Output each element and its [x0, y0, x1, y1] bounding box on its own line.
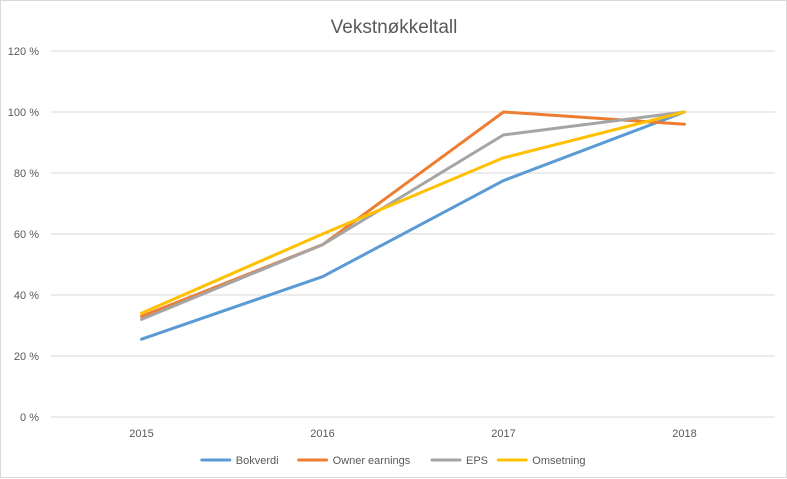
legend-item: EPS	[430, 455, 488, 467]
series-line-bokverdi	[140, 110, 686, 341]
y-tick-label: 40 %	[14, 290, 39, 302]
y-axis-tick-labels: 0 % 20 % 40 % 60 % 80 % 100 % 120 %	[8, 46, 39, 424]
x-tick-label: 2016	[310, 428, 334, 440]
x-axis-tick-labels: 2015 2016 2017 2018	[129, 428, 696, 440]
legend-label: EPS	[466, 455, 488, 467]
series-line-eps	[140, 110, 686, 321]
x-tick-label: 2015	[129, 428, 153, 440]
legend-label: Omsetning	[532, 455, 585, 467]
grid	[51, 50, 775, 418]
legend-item: Omsetning	[496, 455, 586, 467]
series-lines	[140, 110, 686, 341]
y-tick-label: 20 %	[14, 351, 39, 363]
y-tick-label: 60 %	[14, 229, 39, 241]
legend-label: Bokverdi	[236, 455, 279, 467]
y-tick-label: 80 %	[14, 168, 39, 180]
y-tick-label: 0 %	[20, 412, 39, 424]
legend-item: Bokverdi	[200, 455, 279, 467]
legend-label: Owner earnings	[333, 455, 411, 467]
legend: Bokverdi Owner earnings EPS Omsetning	[200, 455, 586, 467]
series-line-omsetning	[140, 110, 686, 315]
chart-title: Vekstnøkkeltall	[331, 17, 458, 38]
x-tick-label: 2017	[491, 428, 515, 440]
y-tick-label: 100 %	[8, 107, 39, 119]
y-tick-label: 120 %	[8, 46, 39, 58]
legend-item: Owner earnings	[297, 455, 411, 467]
x-tick-label: 2018	[672, 428, 696, 440]
